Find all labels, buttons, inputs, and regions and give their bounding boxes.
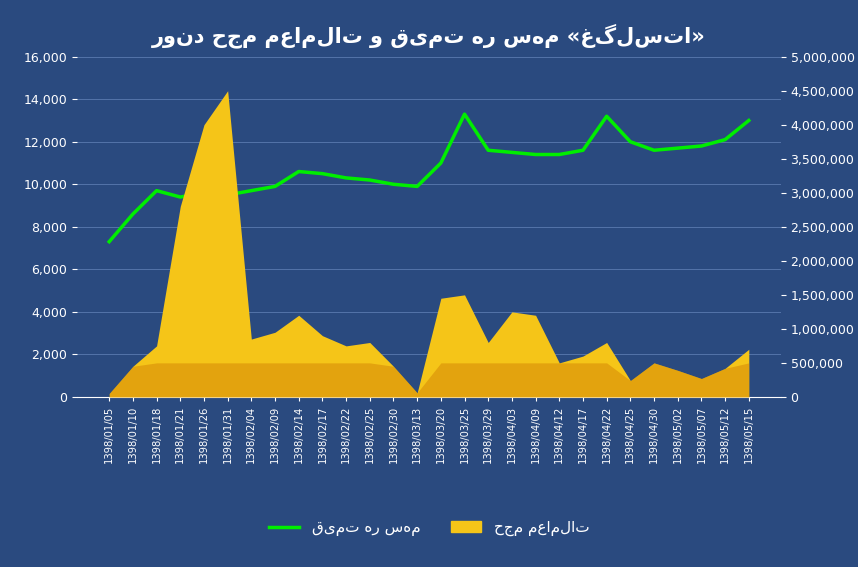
Title: روند حجم معاملات و قیمت هر سهم «غگلستا»: روند حجم معاملات و قیمت هر سهم «غگلستا» bbox=[152, 24, 706, 48]
Legend: قیمت هر سهم, حجم معاملات: قیمت هر سهم, حجم معاملات bbox=[263, 514, 595, 543]
